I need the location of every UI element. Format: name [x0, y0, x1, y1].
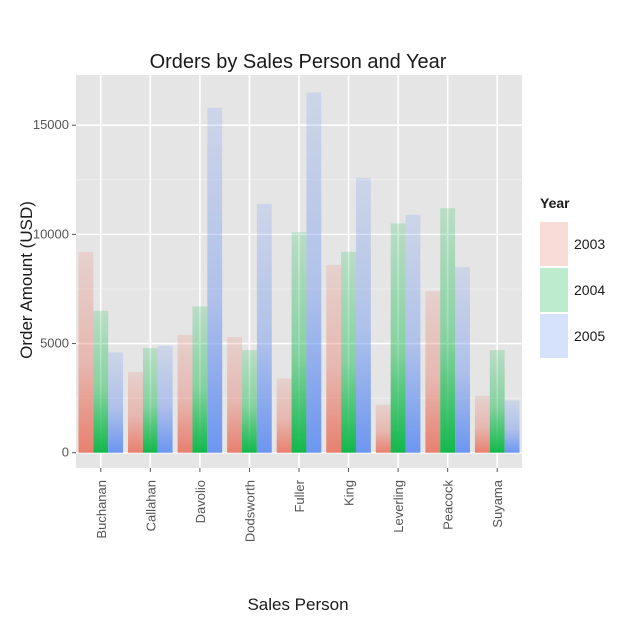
- bar-dodsworth-2004: [242, 350, 257, 453]
- x-axis-title: Sales Person: [247, 595, 348, 614]
- x-tick-label: Davolio: [193, 480, 208, 523]
- bar-buchanan-2005: [108, 352, 124, 453]
- x-tick-label: Buchanan: [94, 480, 109, 539]
- legend-key-2004: [540, 268, 568, 312]
- x-axis: Buchanan Callahan Davolio Dodsworth Fuller Ki…: [94, 468, 505, 542]
- bar-dodsworth-2005: [256, 203, 272, 453]
- legend-label-2004: 2004: [574, 282, 605, 298]
- bar-fuller-2003: [276, 378, 292, 453]
- bar-king-2005: [355, 177, 371, 453]
- bar-peacock-2003: [425, 291, 441, 453]
- bar-king-2003: [326, 264, 342, 453]
- bar-suyama-2005: [504, 400, 520, 453]
- bar-suyama-2003: [474, 395, 490, 453]
- x-tick-label: Leverling: [391, 480, 406, 533]
- bar-leverling-2004: [390, 223, 406, 453]
- bar-peacock-2005: [455, 267, 470, 453]
- y-axis-title: Order Amount (USD): [17, 201, 36, 359]
- bar-leverling-2003: [375, 404, 391, 453]
- bar-king-2004: [341, 251, 356, 453]
- bar-suyama-2004: [489, 350, 505, 453]
- bar-callahan-2004: [142, 347, 158, 453]
- bar-peacock-2004: [440, 208, 456, 453]
- chart-title: Orders by Sales Person and Year: [150, 51, 447, 73]
- legend-key-2003: [540, 222, 568, 266]
- bar-davolio-2004: [192, 306, 208, 453]
- bar-buchanan-2003: [78, 251, 94, 453]
- x-tick-label: Suyama: [490, 479, 505, 527]
- x-tick-label: Dodsworth: [242, 480, 257, 542]
- x-tick-label: Callahan: [143, 480, 158, 531]
- bar-dodsworth-2003: [227, 337, 243, 453]
- bar-fuller-2005: [306, 92, 322, 453]
- bar-fuller-2004: [291, 232, 307, 453]
- legend: Year 2003 2004 2005: [540, 195, 605, 358]
- y-tick-label: 15000: [33, 117, 69, 132]
- bar-buchanan-2004: [93, 310, 109, 453]
- legend-label-2005: 2005: [574, 328, 605, 344]
- y-tick-label: 5000: [40, 336, 69, 351]
- x-tick-label: Fuller: [292, 479, 307, 512]
- x-tick-label: Peacock: [441, 480, 456, 530]
- bars: [78, 92, 520, 453]
- bar-davolio-2005: [207, 107, 223, 453]
- bar-leverling-2005: [405, 214, 421, 453]
- y-tick-label: 10000: [33, 226, 69, 241]
- legend-title: Year: [540, 195, 570, 211]
- bar-davolio-2003: [177, 334, 193, 453]
- y-axis: 0 5000 10000 15000: [33, 117, 76, 460]
- bar-callahan-2003: [128, 371, 143, 453]
- bar-callahan-2005: [157, 345, 173, 453]
- x-tick-label: King: [342, 480, 357, 506]
- legend-label-2003: 2003: [574, 236, 605, 252]
- y-tick-label: 0: [62, 445, 69, 460]
- legend-key-2005: [540, 314, 568, 358]
